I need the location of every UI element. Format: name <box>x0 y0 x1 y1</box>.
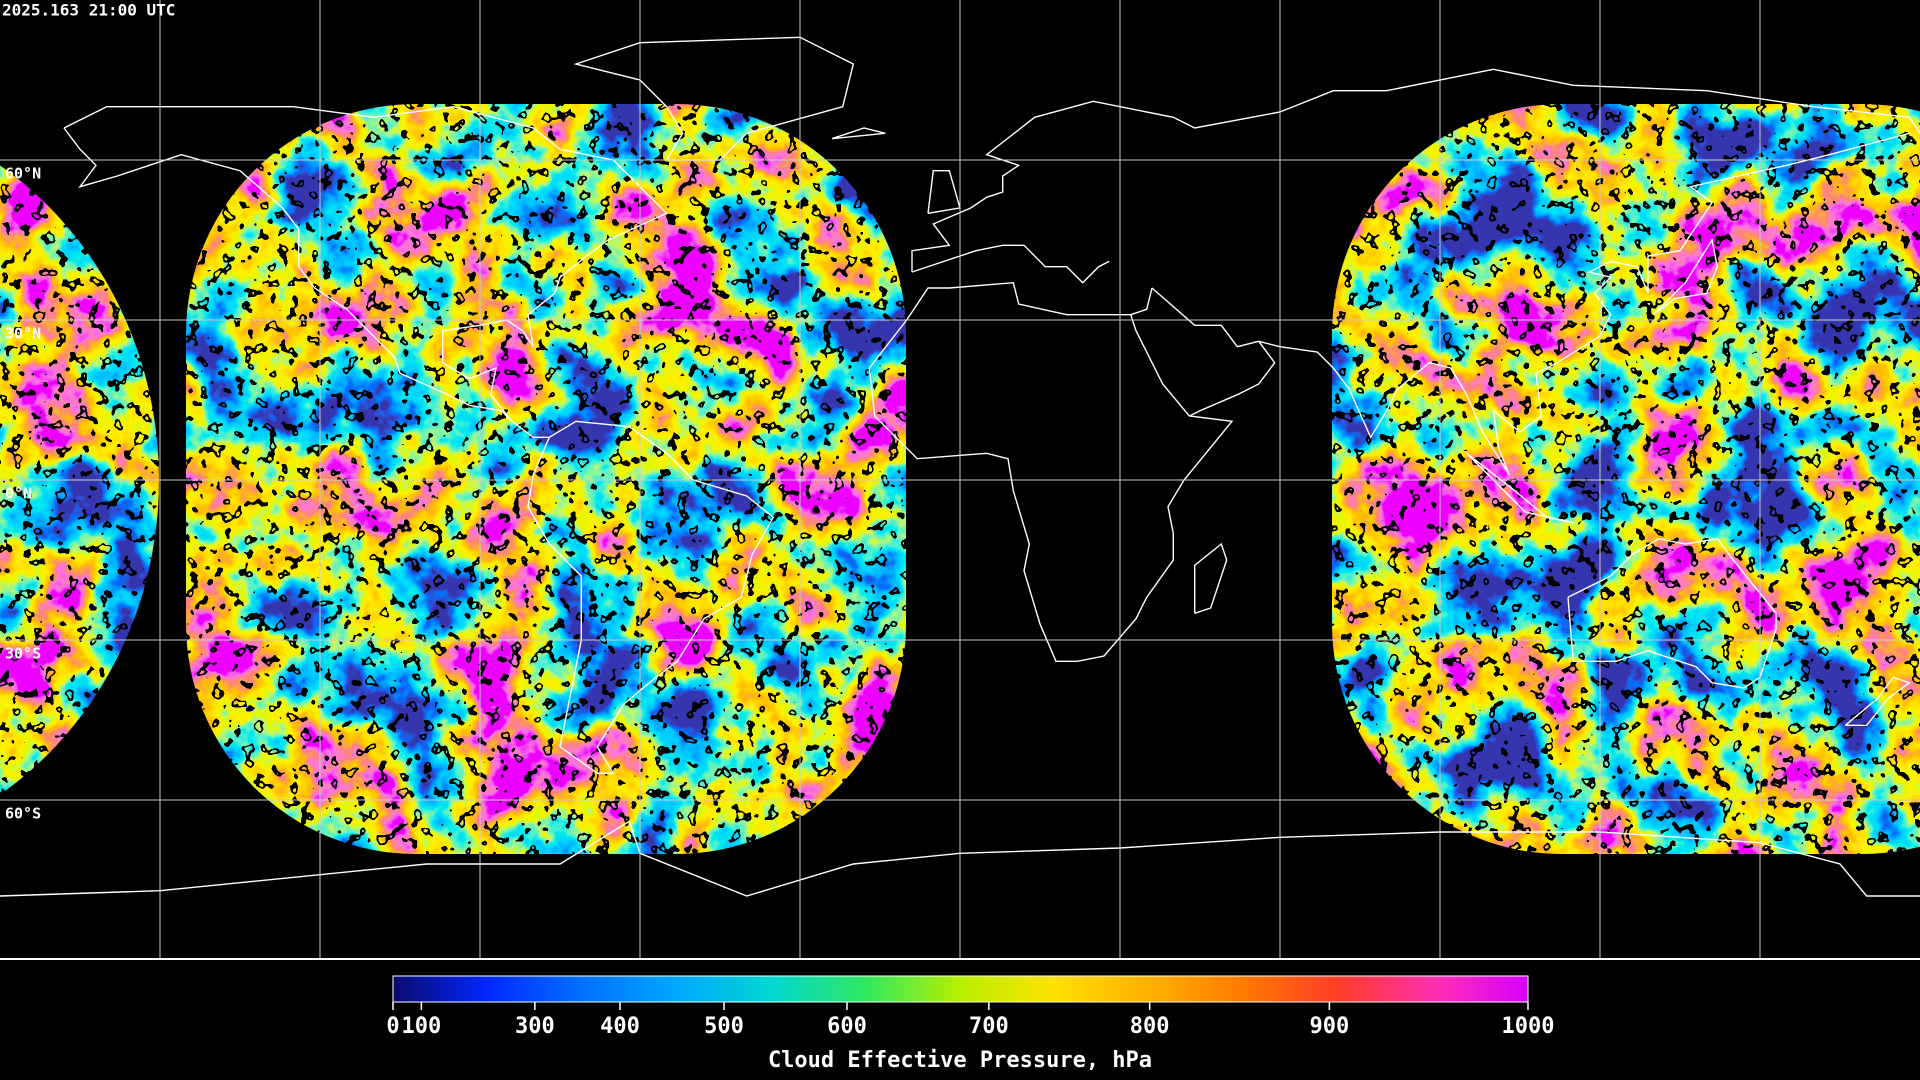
latitude-label: 60°N <box>5 165 41 183</box>
colorbar-tick-label: 100 <box>402 1014 442 1039</box>
latitude-label: 60°S <box>5 805 41 823</box>
coastline <box>1193 542 1228 614</box>
coastline <box>63 105 775 774</box>
coastline <box>1466 452 1574 524</box>
coastline <box>63 127 513 422</box>
coastline <box>1567 537 1777 689</box>
colorbar-tick-label: 400 <box>600 1014 640 1039</box>
coastline <box>1844 676 1911 726</box>
coastline <box>0 820 1920 897</box>
colorbar-tick-label: 1000 <box>1502 1014 1555 1039</box>
latitude-label: 30°N <box>5 325 41 343</box>
timestamp: 2025.163 21:00 UTC <box>2 1 175 20</box>
latitude-labels: 60°N 30°N 0°N 30°S 60°S <box>5 165 41 823</box>
latitude-label: 30°S <box>5 645 41 663</box>
coastline <box>1258 132 1910 476</box>
colorbar-tick-label: 600 <box>827 1014 867 1039</box>
coastline <box>831 127 886 140</box>
colorbar-gradient <box>392 975 1529 1003</box>
coastline <box>1652 238 1719 316</box>
colorbar-tick-label: 900 <box>1310 1014 1350 1039</box>
coastline <box>911 68 1920 272</box>
colorbar-tick-label: 500 <box>704 1014 744 1039</box>
graticule <box>0 0 1920 958</box>
coastline <box>1151 287 1276 417</box>
coastline <box>1130 287 1153 316</box>
colorbar-tick-label: 0 <box>386 1014 399 1039</box>
coastline <box>573 36 855 161</box>
coastlines <box>0 36 1920 897</box>
colorbar-tick-label: 800 <box>1130 1014 1170 1039</box>
coastline <box>927 169 961 214</box>
coastline <box>868 281 1234 662</box>
coastline <box>911 244 1110 284</box>
colorbar-title: Cloud Effective Pressure, hPa <box>768 1048 1152 1073</box>
colorbar-tick-label: 300 <box>515 1014 555 1039</box>
latitude-label: 0°N <box>5 485 32 503</box>
map-border <box>0 958 1920 960</box>
colorbar: Cloud Effective Pressure, hPa 0 100 300 400… <box>386 975 1555 1073</box>
colorbar-tick-label: 700 <box>969 1014 1009 1039</box>
